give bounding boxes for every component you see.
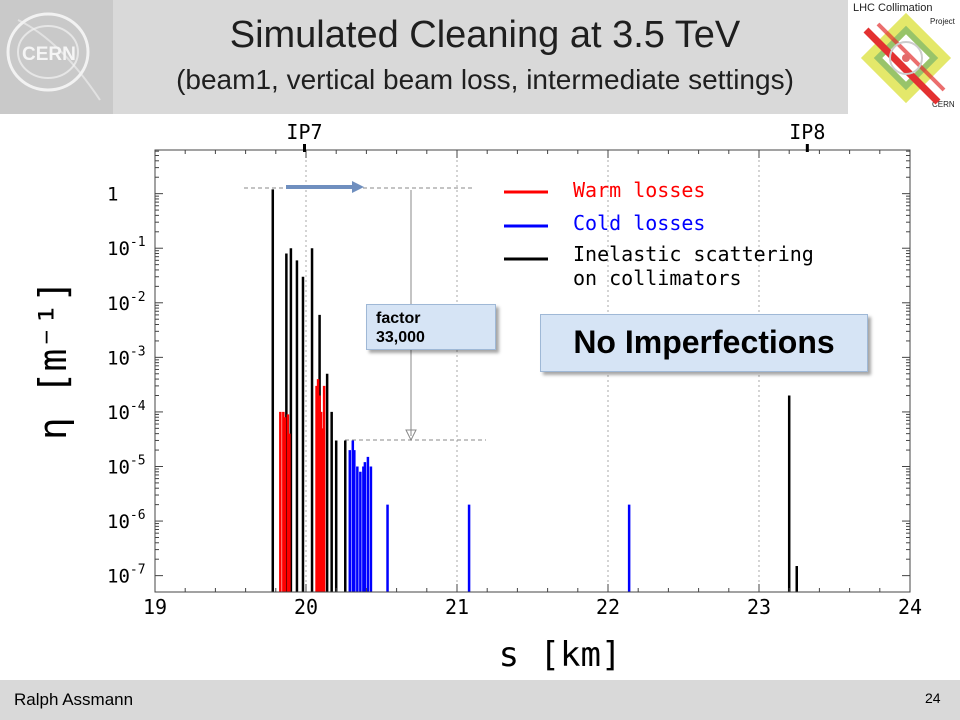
collimator-jaws-icon [860,12,952,105]
y-tick-label: 10-4 [107,399,146,424]
x-tick-label: 20 [294,595,318,619]
slide-footer [0,680,960,720]
legend-inelastic-label: Inelastic scattering [573,242,814,266]
y-tick-label: 10-6 [107,508,146,533]
y-tick-label: 10-1 [107,235,146,260]
x-tick-label: 22 [596,595,620,619]
lhc-logo-title: LHC Collimation [853,2,933,14]
x-tick-label: 19 [143,595,167,619]
chart-legend: Warm losses Cold losses Inelastic scatte… [504,178,814,290]
y-tick-label: 1 [107,184,118,206]
cern-logo-label: CERN [22,44,76,65]
lhc-logo-org: CERN [932,100,955,109]
lhc-collimation-logo: LHC Collimation Project CERN [848,0,960,114]
x-tick-label: 24 [898,595,922,619]
plot-frame [154,149,911,593]
factor-callout: factor 33,000 [366,304,496,350]
slide-header [0,0,960,114]
y-tick-label: 10-2 [107,290,146,315]
legend-warm-label: Warm losses [573,178,705,202]
x-tick-label: 23 [747,595,771,619]
x-axis-label: s [km] [499,635,622,675]
slide-subtitle: (beam1, vertical beam loss, intermediate… [176,64,794,95]
factor-arrow-head [405,429,417,442]
legend-inelastic-label-2: on collimators [573,266,742,290]
no-imperfections-callout: No Imperfections [540,314,868,372]
y-tick-label: 10-7 [107,563,146,588]
y-tick-label: 10-3 [107,344,146,369]
author-name: Ralph Assmann [14,690,134,709]
slide-title: Simulated Cleaning at 3.5 TeV [229,14,741,56]
legend-cold-label: Cold losses [573,211,705,235]
page-number: 24 [925,690,941,706]
ip-marker-label: IP8 [789,120,825,144]
bar-layer [271,189,798,592]
factor-value: 33,000 [376,329,425,346]
cern-logo: CERN [0,0,113,114]
cern-logo-icon: CERN [6,12,101,101]
beam-direction-arrow-head [352,181,364,193]
ip-marker-label: IP7 [286,120,322,144]
y-axis-label: η [m⁻¹] [31,280,75,440]
y-tick-label: 10-5 [107,453,146,478]
factor-label: factor [376,310,421,327]
lhc-logo-project: Project [930,17,955,26]
x-tick-label: 21 [445,595,469,619]
